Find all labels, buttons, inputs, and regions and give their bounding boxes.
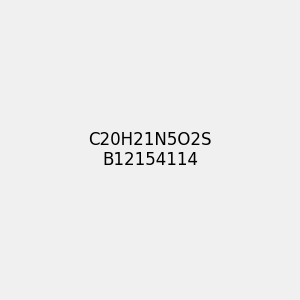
Text: C20H21N5O2S
B12154114: C20H21N5O2S B12154114	[88, 130, 212, 170]
